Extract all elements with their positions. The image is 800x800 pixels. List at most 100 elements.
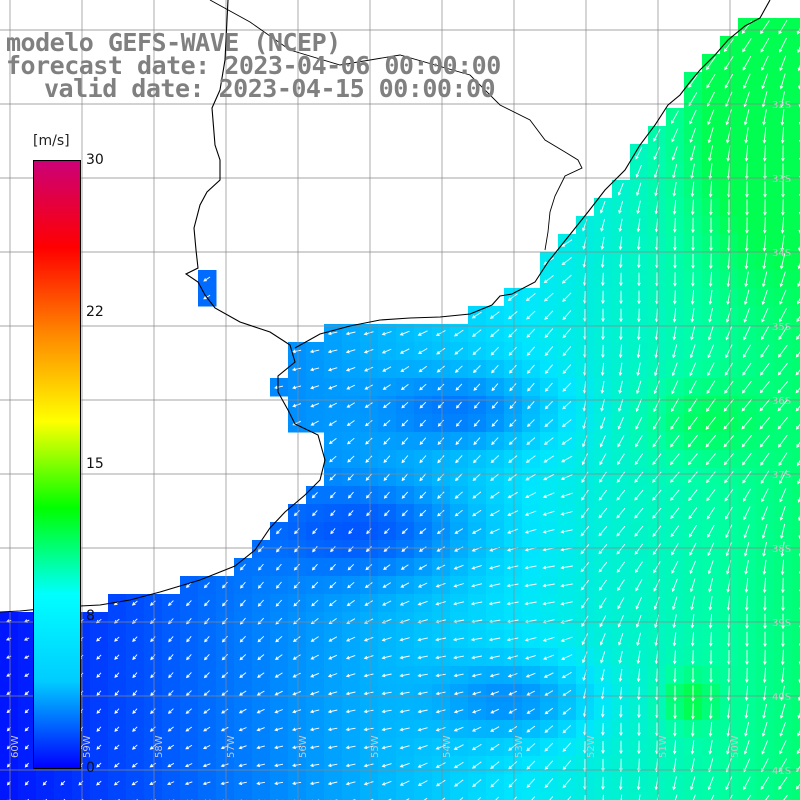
wind-arrow	[708, 145, 714, 162]
wind-arrow	[636, 182, 642, 197]
wind-arrow	[167, 744, 175, 750]
wind-arrow	[275, 563, 282, 571]
wind-speed-cell	[792, 612, 800, 631]
wind-arrow	[327, 727, 338, 732]
wind-arrow	[690, 308, 695, 323]
wind-arrow	[762, 703, 767, 719]
wind-arrow	[423, 797, 428, 800]
wind-arrow	[238, 781, 247, 786]
wind-arrow	[672, 218, 677, 233]
wind-arrow	[618, 344, 623, 359]
wind-arrow	[508, 328, 518, 338]
wind-arrow	[567, 796, 572, 800]
wind-arrow	[381, 655, 392, 660]
latitude-labels: 32S 33S 34S 35S 36S 37S 38S 39S 40S 41S	[772, 100, 791, 777]
wind-arrow	[436, 347, 446, 355]
wind-arrow	[653, 128, 661, 142]
wind-speed-cell	[792, 252, 800, 271]
wind-arrow	[149, 726, 156, 732]
wind-arrow	[470, 637, 483, 642]
wind-arrow	[489, 528, 500, 534]
wind-arrow	[781, 181, 785, 198]
wind-arrow	[708, 163, 713, 180]
wind-arrow	[747, 794, 752, 800]
wind-arrow	[598, 561, 608, 573]
wind-arrow	[453, 673, 464, 678]
wind-arrow	[473, 437, 481, 446]
wind-arrow	[257, 563, 264, 571]
wind-arrow	[689, 145, 696, 162]
wind-arrow	[600, 218, 606, 232]
latitude-label: 38S	[772, 544, 791, 555]
wind-speed-cell	[792, 738, 800, 757]
wind-arrow	[760, 37, 770, 53]
wind-arrow	[220, 763, 229, 768]
latitude-label: 39S	[772, 618, 791, 629]
wind-arrow	[274, 745, 284, 750]
wind-arrow	[635, 416, 643, 430]
wind-arrow	[363, 763, 374, 768]
wind-arrow	[744, 253, 749, 270]
wind-arrow	[673, 703, 677, 720]
wind-arrow	[311, 491, 318, 499]
wind-arrow	[345, 349, 356, 354]
wind-speed-cell	[540, 792, 559, 800]
wind-arrow	[635, 164, 642, 178]
wind-arrow	[634, 543, 644, 555]
wind-speed-cell	[72, 792, 91, 800]
wind-arrow	[526, 743, 536, 752]
wind-arrow	[761, 506, 769, 521]
wind-arrow	[672, 596, 678, 611]
wind-arrow	[759, 399, 771, 412]
wind-arrow	[598, 544, 608, 555]
wind-arrow	[274, 385, 284, 390]
wind-arrow	[221, 690, 229, 696]
wind-arrow	[472, 365, 481, 374]
wind-arrow	[742, 344, 751, 358]
wind-arrow	[619, 704, 623, 718]
wind-arrow	[709, 685, 713, 702]
wind-arrow	[524, 583, 537, 588]
wind-arrow	[652, 416, 661, 430]
wind-arrow	[491, 401, 499, 409]
wind-arrow	[796, 333, 800, 340]
wind-arrow	[671, 543, 679, 556]
wind-arrow	[507, 293, 518, 301]
wind-arrow	[581, 615, 589, 628]
wind-arrow	[543, 654, 555, 660]
wind-arrow	[381, 331, 392, 336]
wind-arrow	[489, 673, 500, 678]
wind-arrow	[489, 311, 500, 319]
wind-speed-cell	[666, 792, 685, 800]
wind-arrow	[763, 595, 767, 612]
wind-arrow	[706, 489, 716, 502]
wind-arrow	[184, 763, 193, 768]
wind-arrow	[724, 362, 734, 376]
wind-arrow	[490, 778, 500, 788]
longitude-label: 59W	[82, 735, 93, 758]
wind-arrow	[417, 673, 428, 678]
wind-arrow	[275, 635, 283, 643]
wind-arrow	[779, 488, 787, 503]
wind-arrow	[184, 781, 193, 786]
wind-arrow	[637, 272, 641, 287]
wind-arrow	[780, 523, 786, 540]
longitude-label: 53W	[514, 735, 525, 758]
wind-arrow	[599, 471, 607, 483]
wind-speed-cell	[162, 792, 181, 800]
wind-arrow	[617, 182, 624, 196]
wind-arrow	[506, 637, 519, 642]
wind-arrow	[543, 437, 554, 445]
wind-arrow	[490, 743, 500, 751]
wind-arrow	[689, 560, 697, 575]
wind-arrow	[329, 473, 337, 481]
wind-arrow	[759, 434, 770, 448]
wind-arrow	[636, 380, 642, 395]
wind-arrow	[562, 742, 572, 752]
wind-arrow	[741, 434, 753, 448]
wind-arrow	[150, 636, 156, 643]
wind-arrow	[708, 614, 713, 629]
wind-arrow	[561, 654, 573, 661]
wind-arrow	[472, 491, 482, 499]
